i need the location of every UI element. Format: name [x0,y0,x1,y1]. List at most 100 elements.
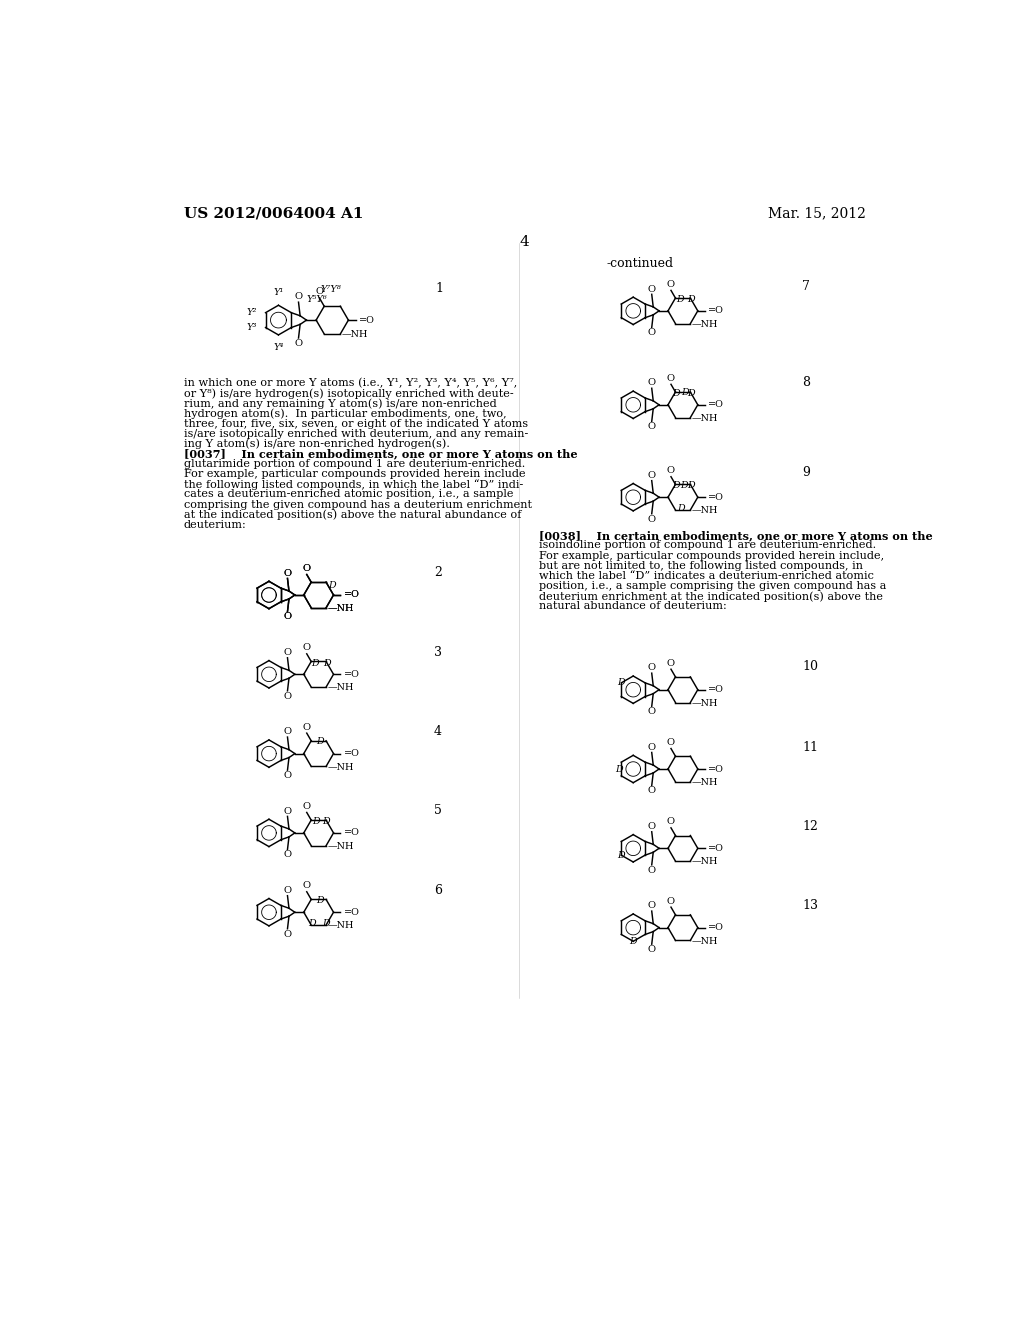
Text: O: O [647,471,655,480]
Text: 4: 4 [520,235,529,249]
Text: 3: 3 [434,645,442,659]
Text: =O: =O [344,908,359,916]
Text: =O: =O [708,492,724,502]
Text: 10: 10 [802,660,818,673]
Text: —NH: —NH [692,319,718,329]
Text: 4: 4 [434,725,442,738]
Text: or Y⁸) is/are hydrogen(s) isotopically enriched with deute-: or Y⁸) is/are hydrogen(s) isotopically e… [183,388,513,399]
Text: cates a deuterium-enriched atomic position, i.e., a sample: cates a deuterium-enriched atomic positi… [183,490,513,499]
Text: D: D [323,817,330,826]
Text: —NH: —NH [692,937,718,945]
Text: =O: =O [708,764,724,774]
Text: O: O [295,293,302,301]
Text: O: O [284,886,292,895]
Text: —NH: —NH [328,842,354,851]
Text: O: O [647,285,655,293]
Text: D: D [673,389,680,397]
Text: —NH: —NH [692,414,718,422]
Text: —NH: —NH [328,763,354,772]
Text: D: D [323,919,330,928]
Text: O: O [647,822,655,832]
Text: O: O [303,722,311,731]
Text: isoindoline portion of compound 1 are deuterium-enriched.: isoindoline portion of compound 1 are de… [539,540,876,550]
Text: -continued: -continued [607,257,674,271]
Text: =O: =O [344,669,359,678]
Text: D: D [681,388,688,397]
Text: O: O [667,280,675,289]
Text: D: D [630,937,637,946]
Text: deuterium:: deuterium: [183,520,247,529]
Text: O: O [647,329,655,337]
Text: O: O [284,727,292,737]
Text: O: O [284,569,292,578]
Text: D: D [687,389,695,397]
Text: O: O [303,564,311,573]
Text: D: D [311,659,318,668]
Text: D: D [681,480,688,490]
Text: D: D [617,851,625,861]
Text: D: D [316,896,325,906]
Text: —NH: —NH [692,858,718,866]
Text: D: D [687,294,695,304]
Text: 9: 9 [802,466,810,479]
Text: natural abundance of deuterium:: natural abundance of deuterium: [539,602,726,611]
Text: O: O [284,612,292,622]
Text: =O: =O [344,590,359,599]
Text: O: O [647,379,655,388]
Text: deuterium enrichment at the indicated position(s) above the: deuterium enrichment at the indicated po… [539,591,883,602]
Text: at the indicated position(s) above the natural abundance of: at the indicated position(s) above the n… [183,510,521,520]
Text: —NH: —NH [692,777,718,787]
Text: is/are isotopically enriched with deuterium, and any remain-: is/are isotopically enriched with deuter… [183,429,528,438]
Text: 8: 8 [802,376,810,389]
Text: =O: =O [708,685,724,694]
Text: O: O [284,929,292,939]
Text: =O: =O [359,315,375,325]
Text: O: O [284,850,292,859]
Text: —NH: —NH [692,698,718,708]
Text: D: D [617,677,625,686]
Text: =O: =O [708,843,724,853]
Text: =O: =O [344,590,359,599]
Text: [0038]    In certain embodiments, one or more Y atoms on the: [0038] In certain embodiments, one or mo… [539,531,933,541]
Text: 2: 2 [434,566,442,579]
Text: D: D [316,738,325,746]
Text: Y⁷Y⁸: Y⁷Y⁸ [321,285,342,294]
Text: O: O [647,787,655,796]
Text: O: O [303,564,311,573]
Text: —NH: —NH [328,605,354,612]
Text: O: O [647,902,655,911]
Text: Y³: Y³ [247,323,257,333]
Text: three, four, five, six, seven, or eight of the indicated Y atoms: three, four, five, six, seven, or eight … [183,418,528,429]
Text: glutarimide portion of compound 1 are deuterium-enriched.: glutarimide portion of compound 1 are de… [183,459,525,469]
Text: ing Y atom(s) is/are non-enriched hydrogen(s).: ing Y atom(s) is/are non-enriched hydrog… [183,438,450,449]
Text: O: O [647,743,655,751]
Text: Y⁵Y⁶: Y⁵Y⁶ [306,296,327,305]
Text: position, i.e., a sample comprising the given compound has a: position, i.e., a sample comprising the … [539,581,886,591]
Text: O: O [667,659,675,668]
Text: rium, and any remaining Y atom(s) is/are non-enriched: rium, and any remaining Y atom(s) is/are… [183,399,497,409]
Text: —NH: —NH [692,507,718,515]
Text: 7: 7 [802,280,810,293]
Text: =O: =O [344,750,359,758]
Text: O: O [284,807,292,816]
Text: D: D [329,581,336,590]
Text: O: O [647,515,655,524]
Text: =O: =O [708,400,724,409]
Text: Mar. 15, 2012: Mar. 15, 2012 [768,206,866,220]
Text: O: O [667,466,675,475]
Text: [0037]    In certain embodiments, one or more Y atoms on the: [0037] In certain embodiments, one or mo… [183,449,578,459]
Text: D: D [312,817,319,826]
Text: O: O [295,339,302,347]
Text: D: D [678,504,685,513]
Text: =O: =O [708,306,724,315]
Text: O: O [284,569,292,578]
Text: O: O [667,374,675,383]
Text: 1: 1 [435,281,443,294]
Text: For example, particular compounds provided herein include,: For example, particular compounds provid… [539,550,884,561]
Text: 11: 11 [802,741,818,754]
Text: O: O [284,648,292,657]
Text: O: O [284,612,292,622]
Text: D: D [323,659,331,668]
Text: D: D [673,482,680,490]
Text: the following listed compounds, in which the label “D” indi-: the following listed compounds, in which… [183,479,523,490]
